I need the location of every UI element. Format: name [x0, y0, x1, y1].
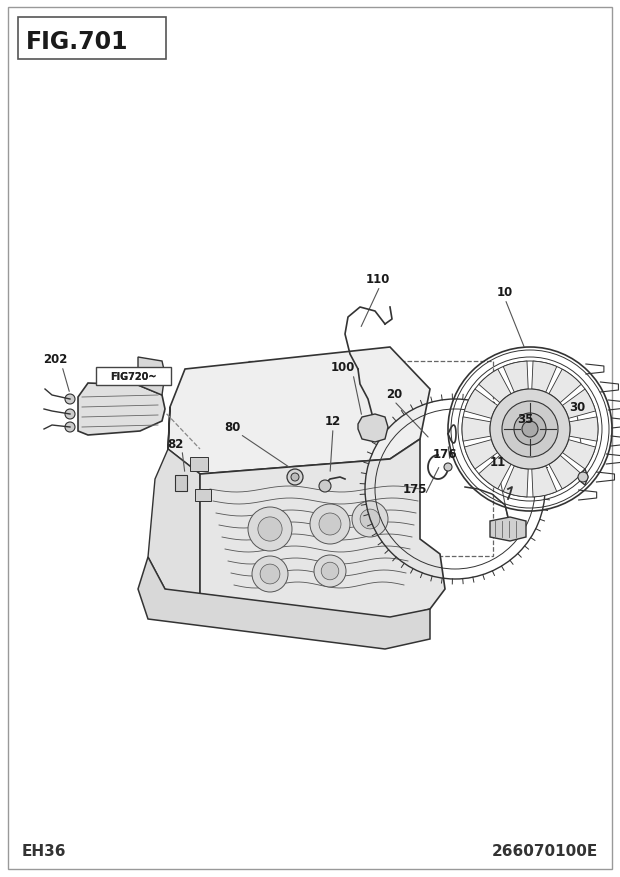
Polygon shape [490, 517, 526, 541]
Circle shape [578, 473, 588, 482]
Bar [18, 18, 166, 60]
Polygon shape [549, 456, 581, 489]
Text: FIG.701: FIG.701 [26, 30, 128, 54]
Text: 12: 12 [325, 415, 341, 428]
Circle shape [314, 555, 346, 588]
Polygon shape [138, 358, 165, 396]
Circle shape [360, 510, 380, 530]
Circle shape [444, 463, 452, 472]
Polygon shape [569, 417, 598, 442]
Polygon shape [148, 408, 200, 597]
Bar [96, 367, 171, 386]
Circle shape [490, 389, 570, 469]
Polygon shape [168, 347, 430, 474]
Bar [190, 458, 208, 472]
Polygon shape [562, 440, 596, 469]
Circle shape [291, 474, 299, 481]
Circle shape [319, 513, 341, 535]
Text: 175: 175 [403, 483, 427, 496]
Polygon shape [532, 361, 557, 393]
Text: 110: 110 [366, 274, 390, 286]
Circle shape [502, 402, 558, 458]
Text: 11: 11 [490, 456, 506, 469]
Polygon shape [549, 370, 581, 403]
Text: 30: 30 [569, 401, 585, 414]
Text: 10: 10 [497, 286, 513, 299]
Circle shape [65, 410, 75, 419]
Polygon shape [464, 389, 498, 419]
Polygon shape [562, 389, 596, 419]
Circle shape [258, 517, 282, 541]
Circle shape [65, 423, 75, 432]
Polygon shape [532, 467, 557, 497]
Polygon shape [358, 415, 388, 443]
Text: FIG720~: FIG720~ [110, 372, 156, 381]
Bar [175, 475, 187, 491]
Polygon shape [78, 383, 165, 436]
Polygon shape [503, 361, 528, 393]
Circle shape [352, 502, 388, 538]
Circle shape [514, 414, 546, 446]
Polygon shape [503, 467, 528, 497]
Polygon shape [138, 558, 430, 649]
Text: 100: 100 [331, 361, 355, 374]
Text: 20: 20 [386, 388, 402, 401]
Circle shape [522, 422, 538, 438]
Text: 202: 202 [43, 353, 67, 366]
Circle shape [287, 469, 303, 486]
Circle shape [65, 395, 75, 404]
Polygon shape [479, 370, 511, 403]
Text: FIG720~: FIG720~ [110, 372, 156, 381]
Text: 266070100E: 266070100E [492, 844, 598, 859]
Text: 82: 82 [167, 438, 183, 451]
Polygon shape [479, 456, 511, 489]
Circle shape [321, 562, 339, 581]
Circle shape [260, 565, 280, 584]
Bar [195, 489, 211, 502]
Polygon shape [462, 417, 490, 442]
Polygon shape [464, 440, 498, 469]
Circle shape [252, 556, 288, 592]
Circle shape [248, 508, 292, 552]
Text: 176: 176 [433, 448, 458, 461]
Text: 80: 80 [224, 421, 240, 434]
Circle shape [310, 504, 350, 545]
Circle shape [319, 481, 331, 493]
Polygon shape [200, 439, 445, 619]
Text: EH36: EH36 [22, 844, 66, 859]
Text: 35: 35 [517, 413, 533, 426]
Bar [248, 361, 493, 556]
